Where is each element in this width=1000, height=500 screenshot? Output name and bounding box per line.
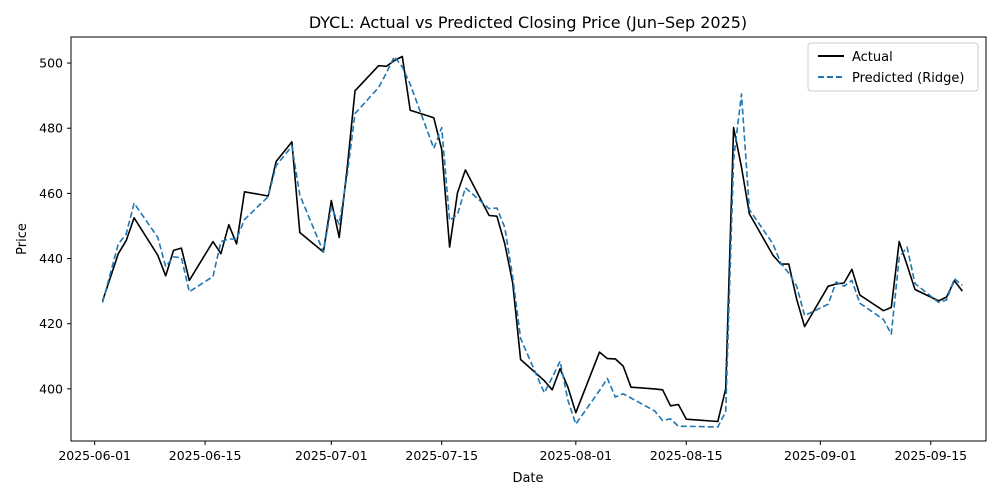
y-tick-label: 480: [39, 121, 63, 136]
x-tick-label: 2025-06-15: [169, 448, 242, 463]
series-layer: [101, 55, 963, 428]
legend: Actual Predicted (Ridge): [807, 42, 979, 92]
y-tick-label: 420: [39, 316, 63, 331]
x-axis-title: Date: [512, 471, 543, 486]
legend-box: [807, 42, 979, 92]
actual-series-line: [101, 55, 963, 423]
x-tick-label: 2025-08-01: [539, 448, 612, 463]
x-tick-label: 2025-08-15: [650, 448, 723, 463]
y-axis-title: Price: [15, 223, 30, 255]
y-tick-label: 400: [39, 381, 63, 396]
x-tick-label: 2025-09-15: [894, 448, 967, 463]
chart-title: DYCL: Actual vs Predicted Closing Price …: [309, 13, 747, 32]
x-tick-label: 2025-07-01: [295, 448, 368, 463]
predicted-series-line: [101, 55, 963, 428]
plot-area: [70, 36, 987, 442]
legend-predicted-label: Predicted (Ridge): [852, 71, 964, 86]
x-axis: 2025-06-01 2025-06-15 2025-07-01 2025-07-15…: [58, 441, 967, 463]
legend-actual-label: Actual: [852, 50, 893, 65]
y-tick-label: 500: [39, 56, 63, 71]
y-tick-label: 460: [39, 186, 63, 201]
x-tick-label: 2025-09-01: [784, 448, 857, 463]
y-axis: 400 420 440 460 480 500: [39, 56, 71, 396]
x-tick-label: 2025-06-01: [58, 448, 131, 463]
x-tick-label: 2025-07-15: [405, 448, 478, 463]
y-tick-label: 440: [39, 251, 63, 266]
